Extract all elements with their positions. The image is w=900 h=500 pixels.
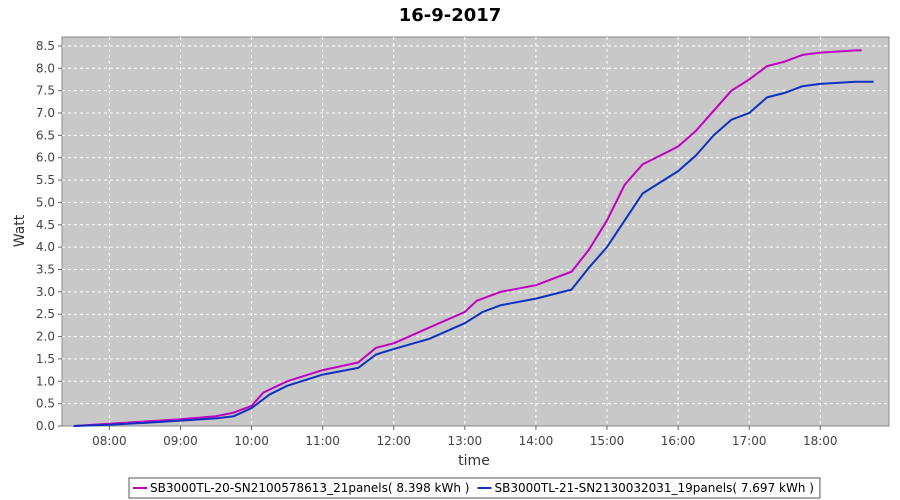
x-tick-label: 08:00 [92, 434, 127, 448]
y-tick-label: 6.0 [36, 151, 55, 165]
x-tick-label: 17:00 [732, 434, 767, 448]
y-tick-label: 0.0 [36, 419, 55, 433]
x-axis: 08:00 09:00 10:00 11:00 12:00 13:00 14:00 15:00… [92, 426, 838, 448]
y-tick-label: 7.5 [36, 84, 55, 98]
y-tick-label: 8.0 [36, 61, 55, 75]
x-tick-label: 10:00 [234, 434, 269, 448]
y-tick-label: 2.0 [36, 330, 55, 344]
plot-area [61, 36, 890, 427]
series-line-2 [73, 80, 874, 427]
x-tick-label: 11:00 [305, 434, 340, 448]
y-tick-label: 3.0 [36, 285, 55, 299]
y-axis-title: Watt [12, 214, 28, 247]
y-tick-label: 4.5 [36, 218, 55, 232]
legend: SB3000TL-20-SN2100578613_21panels( 8.398… [128, 477, 821, 499]
y-tick-label: 5.0 [36, 195, 55, 209]
x-tick-label: 13:00 [448, 434, 483, 448]
y-tick-label: 6.5 [36, 128, 55, 142]
x-tick-label: 18:00 [803, 434, 838, 448]
y-tick-label: 2.5 [36, 307, 55, 321]
y-tick-label: 4.0 [36, 240, 55, 254]
y-tick-label: 1.0 [36, 374, 55, 388]
grid-lines [62, 37, 889, 426]
y-tick-label: 5.5 [36, 173, 55, 187]
y-tick-label: 3.5 [36, 263, 55, 277]
x-tick-label: 14:00 [519, 434, 554, 448]
series-lines [73, 49, 874, 427]
y-tick-label: 1.5 [36, 352, 55, 366]
x-tick-label: 09:00 [163, 434, 198, 448]
legend-box [128, 477, 821, 499]
x-tick-label: 12:00 [376, 434, 411, 448]
y-tick-label: 7.0 [36, 106, 55, 120]
chart-title: 16-9-2017 [399, 5, 502, 26]
x-tick-label: 15:00 [590, 434, 625, 448]
x-axis-title: time [458, 453, 490, 469]
legend-label-2: SB3000TL-21-SN2130032031_19panels( 7.697… [494, 481, 813, 495]
x-tick-label: 16:00 [661, 434, 696, 448]
y-axis: 0.0 0.5 1.0 1.5 2.0 2.5 3.0 3.5 4.0 4.5 5.0 5.5 6.0 6… [36, 39, 62, 433]
y-tick-label: 8.5 [36, 39, 55, 53]
series-line-1 [73, 49, 862, 427]
y-tick-label: 0.5 [36, 397, 55, 411]
legend-label-1: SB3000TL-20-SN2100578613_21panels( 8.398… [150, 481, 469, 495]
